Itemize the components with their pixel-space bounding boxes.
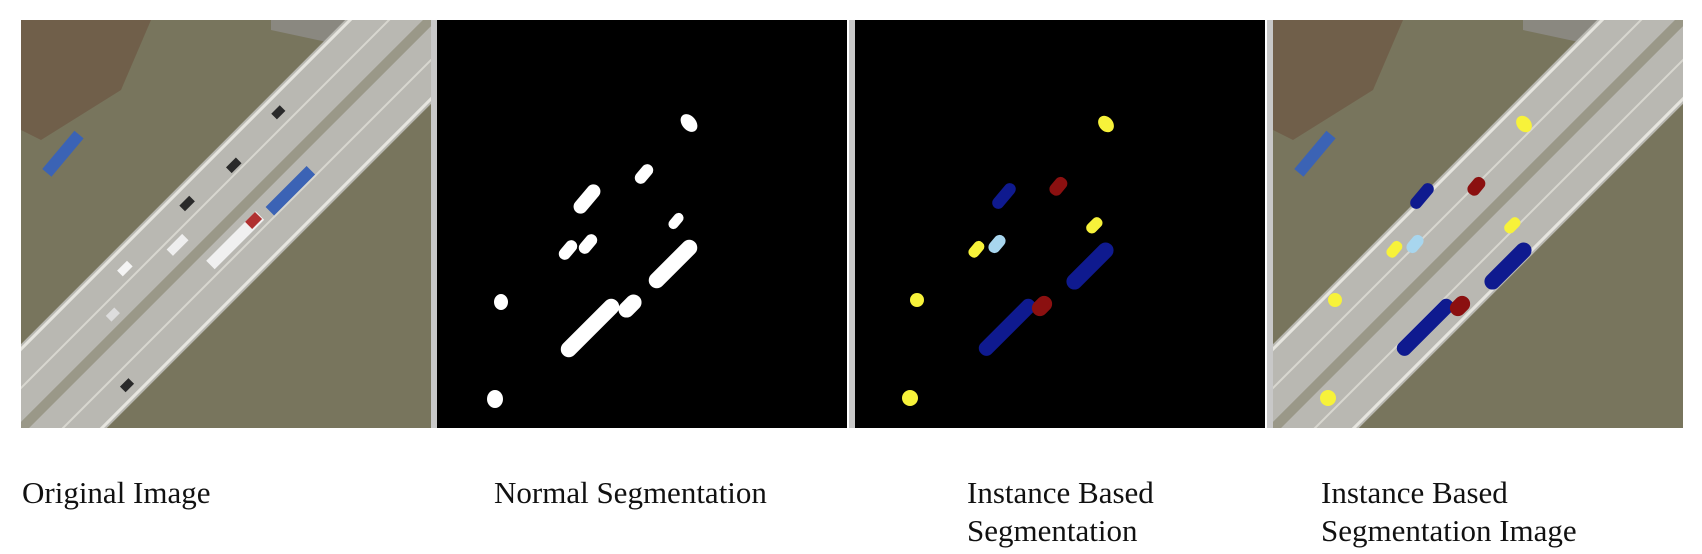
caption-line-2: Segmentation <box>967 513 1138 548</box>
instance-segmentation-mask <box>855 20 1265 428</box>
normal-segmentation-mask <box>437 20 847 428</box>
normal-segmentation-panel <box>437 20 847 428</box>
original-image-panel <box>21 20 431 428</box>
panel-separator <box>1267 20 1273 428</box>
caption-line-1: Instance Based <box>967 475 1154 510</box>
caption-normal-segmentation: Normal Segmentation <box>494 474 767 512</box>
original-aerial-image <box>21 20 431 428</box>
instance-segmentation-overlay <box>1273 20 1683 428</box>
caption-instance-segmentation: Instance Based Segmentation <box>967 474 1154 550</box>
caption-instance-segmentation-image: Instance Based Segmentation Image <box>1321 474 1577 550</box>
caption-line-1: Instance Based <box>1321 475 1508 510</box>
panel-separator <box>849 20 855 428</box>
caption-text: Normal Segmentation <box>494 475 767 510</box>
caption-line-2: Segmentation Image <box>1321 513 1577 548</box>
instance-segmentation-panel <box>855 20 1265 428</box>
caption-original-image: Original Image <box>22 474 211 512</box>
caption-text: Original Image <box>22 475 211 510</box>
panel-separator <box>431 20 437 428</box>
instance-segmentation-image-panel <box>1273 20 1683 428</box>
